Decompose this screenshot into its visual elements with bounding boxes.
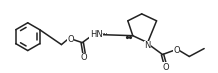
Text: O: O <box>67 35 74 44</box>
Text: ···: ··· <box>102 31 108 37</box>
Text: O: O <box>162 63 169 72</box>
Text: N: N <box>145 41 151 50</box>
Text: O: O <box>173 46 180 55</box>
Text: O: O <box>81 53 88 62</box>
Text: HN: HN <box>90 30 102 39</box>
